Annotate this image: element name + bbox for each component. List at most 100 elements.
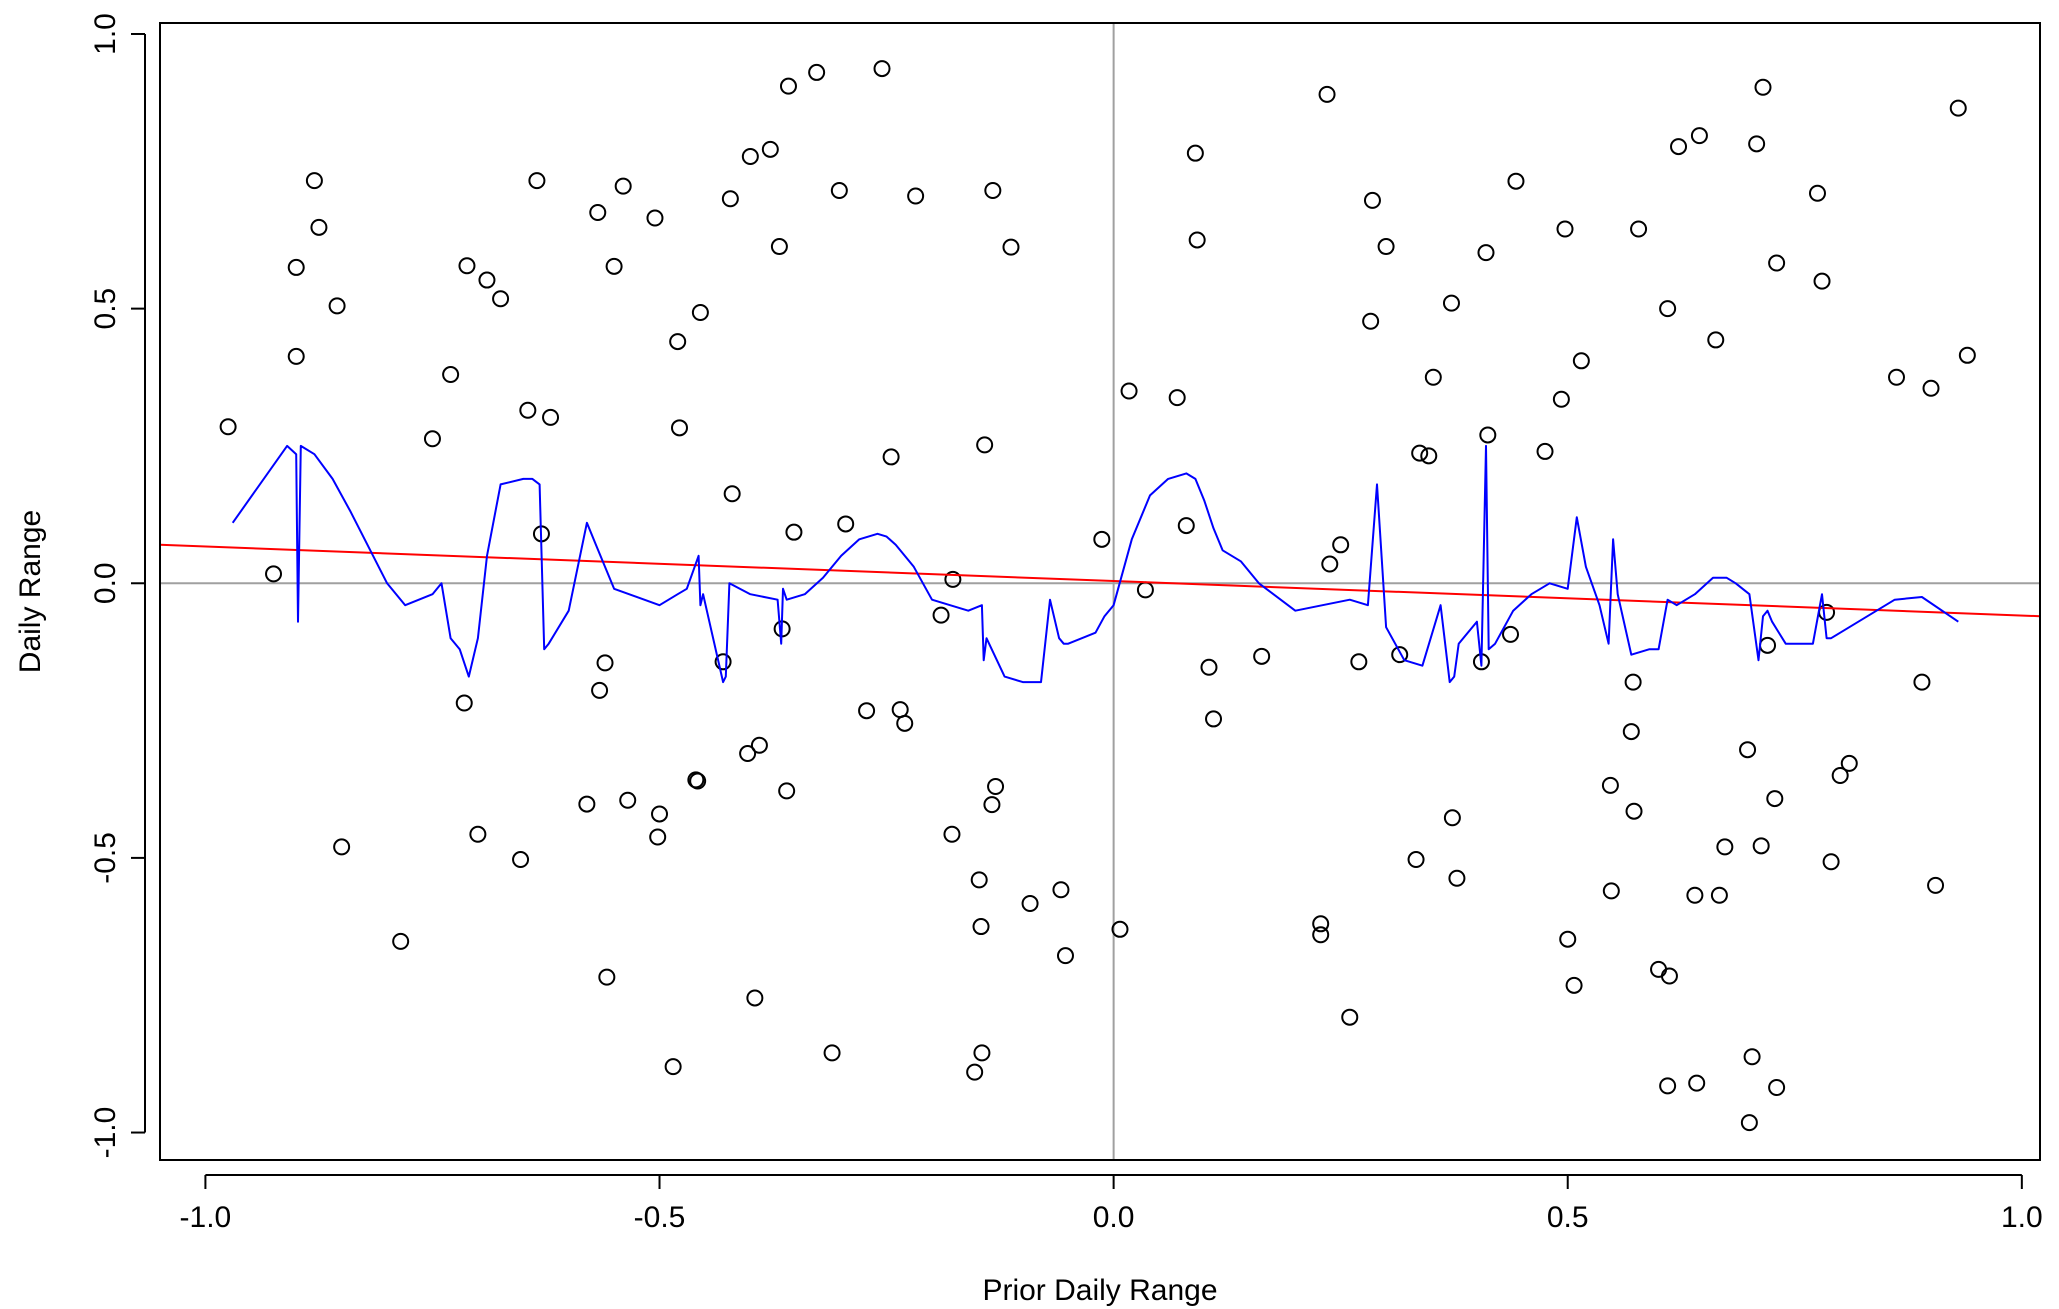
data-point (287, 347, 305, 365)
data-point (423, 430, 441, 448)
y-axis: -1.0 -0.5 0.0 0.5 1.0 (89, 13, 146, 1159)
data-point (1670, 138, 1688, 156)
data-point (970, 871, 988, 889)
data-point (1341, 1008, 1359, 1026)
data-point (651, 805, 669, 823)
data-point (1136, 581, 1154, 599)
data-point (983, 796, 1001, 814)
data-point (1688, 1074, 1706, 1092)
data-point (976, 436, 994, 454)
data-point (1362, 312, 1380, 330)
data-point (1120, 382, 1138, 400)
data-point (1739, 741, 1757, 759)
data-point (1411, 444, 1429, 462)
data-point (987, 777, 1005, 795)
data-point (1740, 1114, 1758, 1132)
data-point (1707, 331, 1725, 349)
data-point (1200, 658, 1218, 676)
data-point (691, 303, 709, 321)
data-point (1565, 976, 1583, 994)
data-point (589, 204, 607, 221)
data-point (519, 401, 537, 419)
data-point (1659, 300, 1677, 318)
data-point (219, 418, 237, 436)
data-point (984, 182, 1002, 200)
data-point (469, 825, 487, 843)
data-point (492, 290, 510, 308)
data-point (882, 448, 900, 466)
data-point (972, 918, 990, 936)
data-point (670, 419, 688, 437)
data-point (1743, 1048, 1761, 1066)
data-point (310, 218, 328, 236)
data-point (1188, 231, 1206, 249)
data-point (779, 77, 797, 95)
data-point (1660, 967, 1678, 985)
data-point (1922, 379, 1940, 397)
data-point (1442, 294, 1460, 312)
plot-border (159, 22, 2041, 1161)
data-point (512, 851, 530, 869)
data-point (1536, 442, 1554, 460)
data-point (458, 257, 476, 275)
data-point (1602, 882, 1620, 900)
y-tick-label: 1.0 (89, 13, 122, 55)
data-point (1840, 754, 1858, 772)
data-point (265, 565, 283, 583)
data-point (1377, 238, 1395, 256)
data-point (1448, 869, 1466, 887)
data-point (598, 968, 616, 986)
y-tick-label: 0.0 (89, 562, 122, 604)
data-point (1321, 555, 1339, 573)
data-point (1752, 837, 1770, 855)
data-point (837, 515, 855, 533)
data-point (830, 182, 848, 200)
data-point (896, 714, 914, 732)
data-point (605, 257, 623, 275)
data-point (1622, 723, 1640, 741)
x-tick-label: 1.0 (2001, 1201, 2043, 1234)
data-point (1002, 238, 1020, 256)
data-point (614, 177, 632, 195)
data-point (1754, 78, 1772, 96)
data-point (578, 795, 596, 813)
data-point (1690, 127, 1708, 145)
data-point (761, 140, 779, 158)
linear-fit-line (159, 543, 2041, 618)
data-point (528, 172, 546, 190)
x-tick-label: 0.0 (1093, 1201, 1135, 1234)
data-point (1177, 517, 1195, 535)
data-point (1093, 530, 1111, 548)
data-point (646, 209, 664, 227)
data-point (1650, 960, 1668, 978)
x-tick-label: 0.5 (1547, 1201, 1589, 1234)
y-tick-label: -1.0 (89, 1107, 122, 1159)
data-point (1808, 184, 1826, 202)
data-point (932, 606, 950, 624)
data-point (1363, 191, 1381, 209)
data-point (1552, 390, 1570, 408)
data-point (723, 485, 741, 503)
data-points (219, 60, 1976, 1132)
data-point (305, 172, 323, 190)
data-point (1477, 244, 1495, 262)
data-point (1318, 85, 1336, 103)
data-point (1111, 920, 1129, 938)
data-point (1507, 172, 1525, 190)
x-tick-label: -1.0 (180, 1201, 232, 1234)
y-tick-label: 0.5 (89, 288, 122, 330)
data-point (1021, 894, 1039, 912)
data-point (328, 297, 346, 315)
data-point (1716, 838, 1734, 856)
data-point (1630, 220, 1648, 238)
x-axis-title: Prior Daily Range (982, 1274, 1217, 1307)
y-tick-label: -0.5 (89, 832, 122, 884)
data-point (1443, 809, 1461, 827)
x-axis: -1.0 -0.5 0.0 0.5 1.0 (180, 1174, 2043, 1234)
data-point (1768, 254, 1786, 272)
data-point (392, 932, 410, 950)
data-point (689, 772, 707, 790)
reference-lines (160, 23, 2040, 1160)
data-point (1420, 447, 1438, 465)
